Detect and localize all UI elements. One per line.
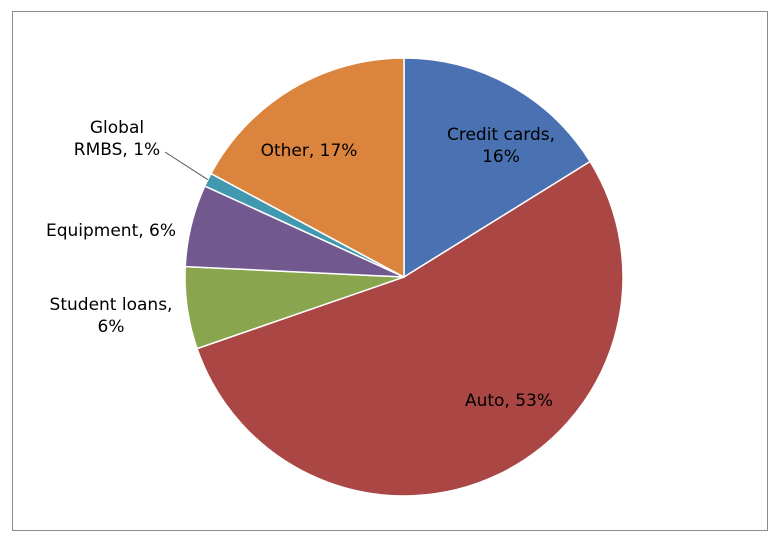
pie-slice-auto [196, 160, 624, 497]
data-label-student-loans: Student loans, 6% [50, 295, 173, 337]
chart-frame: Credit cards, 16% Auto, 53% Student loans, 6… [12, 11, 768, 531]
pie-slice-credit-cards [403, 57, 592, 279]
data-label-equipment: Equipment, 6% [46, 221, 176, 241]
pie-chart: Credit cards, 16% Auto, 53% Student loans, 6… [46, 57, 624, 497]
data-label-credit-cards: Credit cards, 16% [447, 125, 555, 167]
pie-slice-other [209, 57, 405, 279]
leader-line-global-rmbs [164, 151, 209, 181]
data-label-global-rmbs: Global RMBS, 1% [74, 118, 160, 160]
data-label-auto: Auto, 53% [465, 391, 553, 411]
data-label-other: Other, 17% [261, 141, 358, 161]
